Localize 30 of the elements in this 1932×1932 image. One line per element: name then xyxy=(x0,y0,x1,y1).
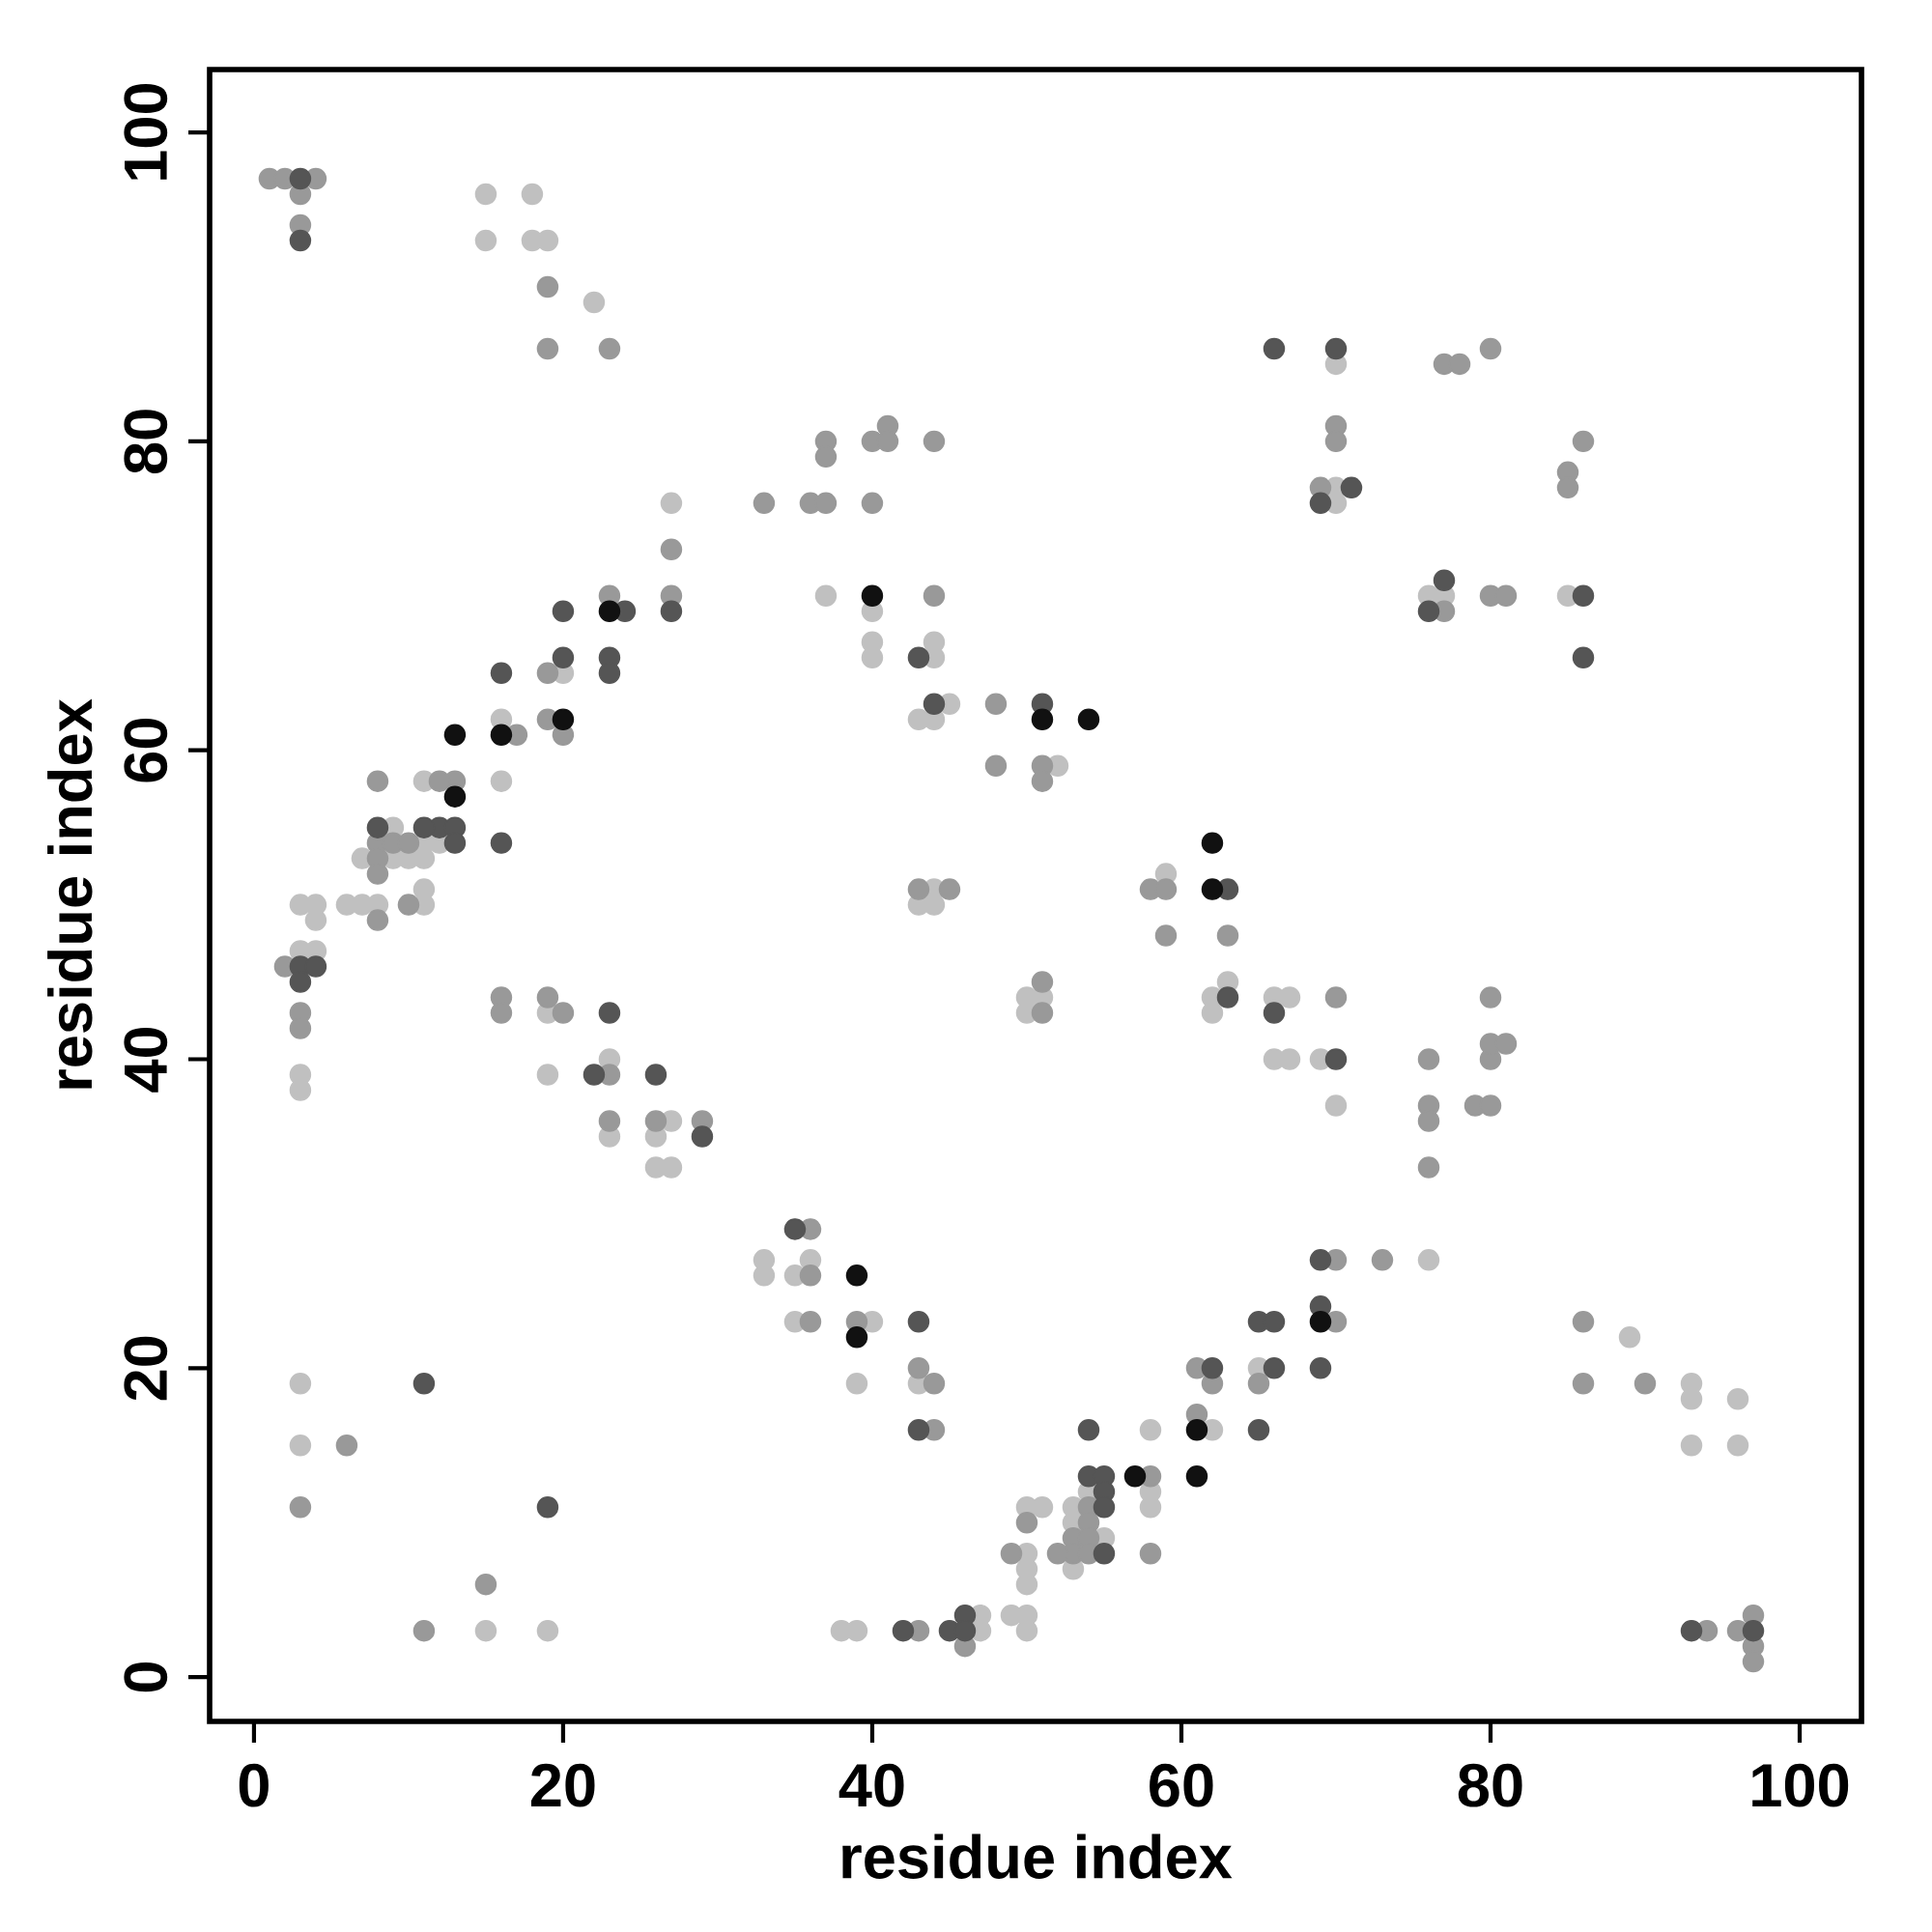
point xyxy=(1123,1464,1147,1488)
point xyxy=(443,724,467,746)
point xyxy=(861,584,884,608)
point xyxy=(552,708,575,730)
x-tick-label: 80 xyxy=(1458,1763,1522,1807)
point xyxy=(1201,878,1224,900)
point xyxy=(1185,1464,1208,1488)
x-tick-label: 40 xyxy=(838,1763,904,1807)
x-axis-title: residue index xyxy=(842,1833,1233,1879)
point xyxy=(1309,1311,1332,1333)
y-tick-label: 80 xyxy=(124,410,168,474)
y-tick-label: 60 xyxy=(124,719,168,782)
x-tick-label: 0 xyxy=(239,1763,269,1807)
point xyxy=(1201,832,1224,854)
point xyxy=(1185,1419,1208,1441)
point xyxy=(845,1264,868,1287)
y-tick-label: 20 xyxy=(124,1336,168,1401)
point xyxy=(1077,708,1100,730)
y-tick-label: 0 xyxy=(124,1662,168,1692)
y-tick-label: 100 xyxy=(124,83,168,180)
point xyxy=(598,600,621,623)
point xyxy=(443,785,467,808)
point xyxy=(845,1326,868,1349)
x-tick-label: 20 xyxy=(530,1763,595,1807)
point xyxy=(1031,708,1054,730)
y-axis-title: residue index xyxy=(47,698,93,1089)
x-tick-label: 60 xyxy=(1150,1763,1213,1807)
y-tick-label: 40 xyxy=(124,1027,168,1093)
x-tick-label: 100 xyxy=(1752,1763,1849,1807)
point xyxy=(490,724,513,746)
